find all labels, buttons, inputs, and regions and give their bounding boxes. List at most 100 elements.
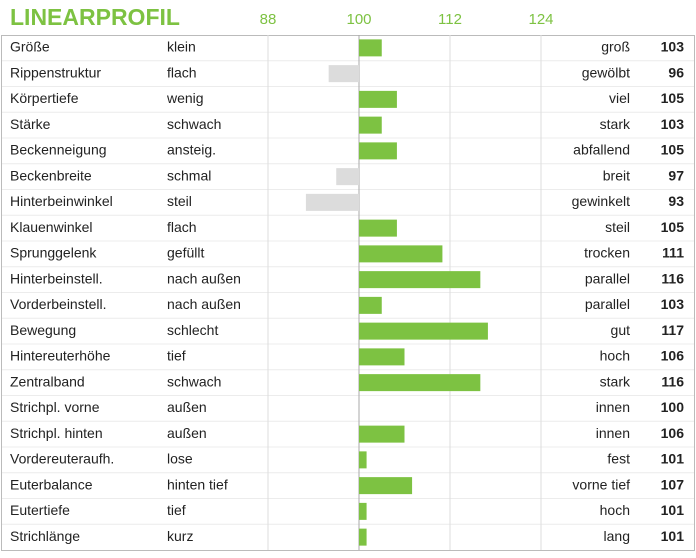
value-label: 101 bbox=[661, 502, 685, 518]
value-label: 105 bbox=[661, 142, 685, 158]
bar bbox=[305, 193, 359, 211]
low-label: nach außen bbox=[167, 270, 241, 286]
chart-title: LINEARPROFIL bbox=[10, 4, 180, 30]
trait-label: Strichlänge bbox=[10, 528, 80, 544]
bar bbox=[359, 348, 405, 366]
value-label: 116 bbox=[661, 270, 684, 286]
trait-label: Rippenstruktur bbox=[10, 64, 101, 80]
value-label: 117 bbox=[661, 322, 684, 338]
high-label: groß bbox=[601, 39, 630, 55]
trait-label: Eutertiefe bbox=[10, 502, 70, 518]
high-label: stark bbox=[600, 116, 631, 132]
high-label: vorne tief bbox=[572, 476, 630, 492]
high-label: viel bbox=[609, 90, 630, 106]
trait-label: Euterbalance bbox=[10, 476, 93, 492]
bar bbox=[359, 374, 481, 392]
high-label: stark bbox=[600, 373, 631, 389]
x-tick-label: 124 bbox=[528, 11, 553, 28]
bar bbox=[359, 39, 382, 57]
bar bbox=[359, 245, 443, 263]
low-label: gefüllt bbox=[167, 245, 204, 261]
trait-label: Beckenneigung bbox=[10, 142, 107, 158]
bar bbox=[359, 219, 397, 237]
value-label: 96 bbox=[668, 64, 684, 80]
value-label: 105 bbox=[661, 90, 685, 106]
trait-label: Hintereuterhöhe bbox=[10, 348, 111, 364]
trait-label: Größe bbox=[10, 39, 50, 55]
low-label: flach bbox=[167, 64, 197, 80]
bar bbox=[336, 168, 359, 186]
value-label: 101 bbox=[661, 451, 685, 467]
high-label: innen bbox=[596, 399, 630, 415]
value-label: 116 bbox=[661, 373, 684, 389]
value-label: 105 bbox=[661, 219, 685, 235]
low-label: tief bbox=[167, 502, 186, 518]
trait-label: Klauenwinkel bbox=[10, 219, 93, 235]
low-label: nach außen bbox=[167, 296, 241, 312]
trait-label: Strichpl. vorne bbox=[10, 399, 100, 415]
bar bbox=[359, 502, 367, 520]
value-label: 103 bbox=[661, 39, 685, 55]
value-label: 101 bbox=[661, 528, 685, 544]
bar bbox=[359, 477, 413, 495]
high-label: hoch bbox=[600, 348, 630, 364]
low-label: schmal bbox=[167, 167, 211, 183]
low-label: steil bbox=[167, 193, 192, 209]
trait-label: Hinterbeinstell. bbox=[10, 270, 103, 286]
bar bbox=[359, 271, 481, 289]
bar bbox=[359, 142, 397, 160]
low-label: tief bbox=[167, 348, 186, 364]
high-label: parallel bbox=[585, 296, 630, 312]
bar bbox=[359, 451, 367, 469]
high-label: steil bbox=[605, 219, 630, 235]
low-label: schwach bbox=[167, 116, 221, 132]
bar bbox=[359, 116, 382, 134]
high-label: gewinkelt bbox=[572, 193, 630, 209]
high-label: parallel bbox=[585, 270, 630, 286]
x-tick-label: 112 bbox=[438, 11, 462, 28]
trait-label: Körpertiefe bbox=[10, 90, 79, 106]
value-label: 106 bbox=[661, 425, 685, 441]
trait-label: Vorderbeinstell. bbox=[10, 296, 107, 312]
trait-label: Sprunggelenk bbox=[10, 245, 97, 261]
low-label: flach bbox=[167, 219, 197, 235]
trait-label: Beckenbreite bbox=[10, 167, 92, 183]
value-label: 97 bbox=[668, 167, 684, 183]
value-label: 103 bbox=[661, 296, 685, 312]
trait-label: Strichpl. hinten bbox=[10, 425, 103, 441]
high-label: hoch bbox=[600, 502, 630, 518]
trait-label: Bewegung bbox=[10, 322, 76, 338]
low-label: wenig bbox=[166, 90, 204, 106]
low-label: lose bbox=[167, 451, 193, 467]
high-label: fest bbox=[607, 451, 630, 467]
bar bbox=[359, 425, 405, 443]
trait-label: Hinterbeinwinkel bbox=[10, 193, 113, 209]
low-label: klein bbox=[167, 39, 196, 55]
high-label: gut bbox=[611, 322, 631, 338]
low-label: schwach bbox=[167, 373, 221, 389]
high-label: trocken bbox=[584, 245, 630, 261]
x-tick-label: 88 bbox=[260, 11, 277, 28]
high-label: lang bbox=[604, 528, 630, 544]
bar bbox=[359, 322, 488, 340]
low-label: schlecht bbox=[167, 322, 218, 338]
value-label: 103 bbox=[661, 116, 685, 132]
high-label: abfallend bbox=[573, 142, 630, 158]
low-label: kurz bbox=[167, 528, 193, 544]
x-tick-label: 100 bbox=[346, 11, 371, 28]
bar bbox=[328, 65, 359, 83]
trait-label: Zentralband bbox=[10, 373, 85, 389]
bar bbox=[359, 296, 382, 314]
value-label: 107 bbox=[661, 476, 685, 492]
bar bbox=[359, 528, 367, 546]
bar bbox=[359, 90, 397, 108]
value-label: 106 bbox=[661, 348, 685, 364]
low-label: ansteig. bbox=[167, 142, 216, 158]
value-label: 111 bbox=[662, 245, 684, 261]
value-label: 93 bbox=[668, 193, 684, 209]
table-border bbox=[1, 35, 695, 551]
trait-label: Stärke bbox=[10, 116, 51, 132]
low-label: außen bbox=[167, 399, 207, 415]
low-label: außen bbox=[167, 425, 207, 441]
